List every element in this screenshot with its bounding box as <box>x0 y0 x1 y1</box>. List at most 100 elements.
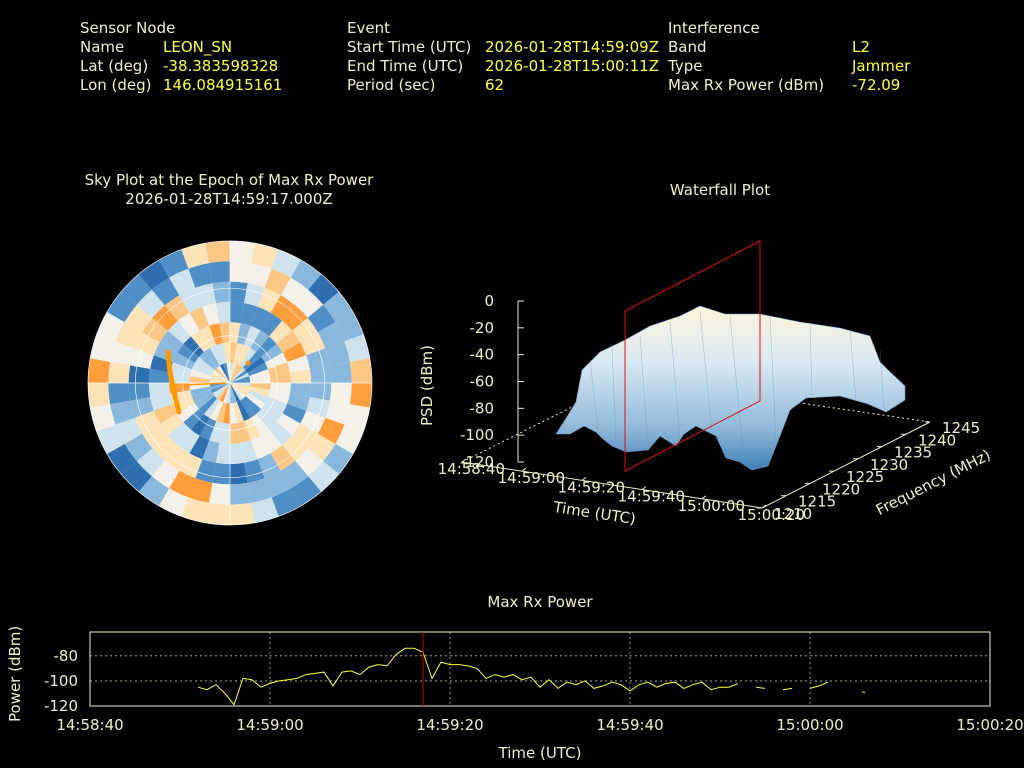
sky-cell <box>300 332 326 356</box>
sky-cell <box>208 261 230 284</box>
sky-cell <box>251 497 279 523</box>
sky-cell <box>153 403 178 424</box>
name-label: Name <box>80 38 125 56</box>
sky-cell <box>88 358 111 383</box>
sky-cell <box>282 403 307 424</box>
waterfall-title: Waterfall Plot <box>669 181 771 199</box>
sky-cell <box>214 383 230 399</box>
waterfall-z-tick-label: -60 <box>470 373 495 391</box>
sky-cell <box>150 393 173 411</box>
waterfall-x-tick-label: 15:00:20 <box>738 506 805 524</box>
sky-cell <box>240 347 257 368</box>
sky-cell <box>212 370 230 383</box>
sky-cell <box>151 277 180 306</box>
sky-cell <box>230 423 241 444</box>
sky-cell <box>230 367 246 383</box>
sky-cell <box>230 383 237 403</box>
waterfall-y-tick-label: 1235 <box>894 444 932 462</box>
waterfall-x-tick <box>581 476 587 481</box>
sky-cell <box>198 351 217 370</box>
sky-cell <box>134 410 160 434</box>
sky-cell <box>230 342 237 363</box>
sky-cell <box>240 398 257 419</box>
sky-cell <box>269 422 293 446</box>
waterfall-z-tick-label: -20 <box>470 319 495 337</box>
power-x-tick-label: 14:59:20 <box>416 716 483 734</box>
sky-cell <box>210 376 230 383</box>
power-y-tick-label: -100 <box>44 672 78 690</box>
type-label: Type <box>668 57 703 75</box>
satellite-direction <box>184 382 227 386</box>
sky-cell <box>172 352 195 370</box>
sky-cell <box>181 497 209 523</box>
waterfall-surface <box>555 305 906 471</box>
sky-cell <box>300 410 326 434</box>
sky-cell <box>164 445 190 471</box>
sky-cell <box>349 383 372 408</box>
lon-value: 146.084915161 <box>163 76 283 94</box>
sky-plot-subtitle: 2026-01-28T14:59:17.000Z <box>125 190 333 208</box>
sky-cell <box>295 448 324 477</box>
interference-title: Interference <box>668 19 760 37</box>
sky-cell <box>245 356 266 373</box>
sky-cell <box>230 379 251 383</box>
waterfall-x-tick-label: 14:58:40 <box>438 460 505 478</box>
sky-cell <box>260 429 283 454</box>
sky-cell <box>223 383 230 403</box>
sky-cell <box>230 301 245 324</box>
sky-cell <box>110 341 135 366</box>
sky-cell <box>209 323 223 345</box>
sky-cell <box>203 398 220 419</box>
sky-cell <box>325 400 350 425</box>
waterfall-x-tick <box>521 467 527 472</box>
sky-cell <box>250 435 271 460</box>
sky-cell <box>287 355 310 373</box>
sky-cell <box>282 305 308 331</box>
sky-cell <box>142 423 168 449</box>
sky-cell <box>159 488 189 517</box>
band-value: L2 <box>852 38 870 56</box>
sky-cell <box>169 372 190 383</box>
sky-cell <box>130 348 154 369</box>
sky-cell <box>282 342 307 363</box>
sky-cell <box>271 488 301 517</box>
sky-cell <box>247 362 269 377</box>
sky-cell <box>223 363 230 383</box>
sky-cell <box>249 386 270 397</box>
waterfall-x-tick <box>701 495 707 500</box>
sky-cell <box>108 383 131 405</box>
waterfall-x-tick-label: 15:00:00 <box>678 497 745 515</box>
waterfall-x-tick-label: 14:59:20 <box>558 478 625 496</box>
sky-cell <box>210 383 230 394</box>
sky-cell <box>344 404 370 432</box>
sky-cell <box>250 330 270 352</box>
sky-cell <box>136 448 165 477</box>
sky-cell <box>167 422 191 446</box>
band-label: Band <box>668 38 707 56</box>
sky-cell <box>307 304 336 333</box>
max-power-label: Max Rx Power (dBm) <box>668 76 825 94</box>
sky-cell <box>164 295 190 321</box>
sky-cell <box>216 402 227 423</box>
sky-cell <box>230 322 241 343</box>
sky-cell <box>214 367 230 383</box>
sky-cell <box>138 260 170 290</box>
sky-cell <box>230 376 250 383</box>
sky-cell <box>110 400 135 425</box>
sky-cell <box>306 348 330 369</box>
sky-cell <box>124 433 153 462</box>
sky-cell <box>226 383 230 404</box>
waterfall-y-tick-label: 1230 <box>870 456 908 474</box>
power-x-tick-label: 15:00:20 <box>956 716 1023 734</box>
sky-cell <box>209 379 230 383</box>
power-y-tick-label: -80 <box>54 647 79 665</box>
name-value: LEON_SN <box>163 38 233 56</box>
satellite-point <box>245 360 251 366</box>
start-label: Start Time (UTC) <box>347 38 472 56</box>
sky-cell <box>280 460 309 489</box>
sky-cell <box>177 312 200 337</box>
sky-cell <box>247 263 272 288</box>
sky-cell <box>264 268 291 296</box>
sky-cell <box>209 421 223 443</box>
